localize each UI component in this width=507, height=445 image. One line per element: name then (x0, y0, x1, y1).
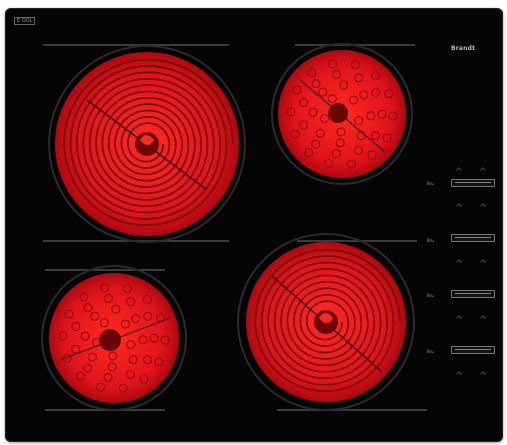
heating-element (290, 129, 300, 139)
heating-element (299, 120, 309, 130)
heating-element (377, 109, 387, 119)
heating-element (353, 146, 363, 155)
heating-element (299, 98, 309, 107)
heating-element (122, 284, 132, 294)
heating-element (64, 309, 74, 319)
guide-line (43, 44, 229, 46)
heating-element (71, 344, 81, 354)
heating-coil (254, 248, 401, 392)
heating-element (359, 90, 369, 100)
heating-element (87, 352, 97, 362)
heating-element (327, 94, 337, 104)
heating-element (160, 335, 170, 345)
heating-element (83, 363, 93, 373)
heating-element (336, 127, 346, 137)
heating-element (371, 131, 380, 141)
heating-element (120, 319, 130, 329)
slider-rear-right[interactable] (451, 234, 495, 242)
heating-element (154, 357, 164, 367)
heating-coil (63, 58, 234, 227)
heating-element (286, 107, 296, 117)
heating-element (76, 372, 86, 381)
control-label: Bru (427, 349, 434, 354)
heating-element (318, 87, 328, 97)
control-label: Bru (427, 293, 434, 298)
guide-line (45, 269, 165, 271)
heating-element (371, 88, 381, 97)
zone-rear-right (271, 43, 413, 185)
control-label: Bru (427, 238, 434, 243)
heating-element (149, 333, 159, 343)
heating-element (354, 73, 364, 83)
slider-rear-left[interactable] (451, 179, 495, 187)
heating-element (324, 158, 334, 168)
heating-element (348, 95, 358, 105)
heating-element (335, 138, 345, 148)
heating-element (103, 373, 113, 383)
heating-element (126, 297, 136, 307)
heating-element (308, 107, 318, 117)
heating-element (350, 60, 360, 70)
heating-element (311, 79, 321, 89)
heating-element (138, 335, 148, 345)
heating-element (304, 148, 314, 157)
heating-element (354, 116, 364, 126)
heating-element (143, 312, 153, 321)
slider-front-right[interactable] (451, 346, 495, 354)
heating-element (108, 351, 118, 361)
heating-element (125, 370, 135, 379)
heating-element (71, 322, 81, 331)
heating-element (99, 318, 109, 328)
heating-element (143, 355, 152, 365)
heating-element (328, 59, 338, 69)
heating-element (79, 292, 89, 302)
heating-element (104, 293, 113, 303)
control-label: Bru (427, 181, 434, 186)
brand-logo: Brandt (451, 45, 476, 52)
heating-element (142, 295, 152, 304)
heating-element (370, 71, 380, 80)
heating-element (332, 69, 341, 79)
heating-element (384, 89, 394, 99)
zone-rear-left (48, 45, 246, 243)
heating-element (118, 383, 128, 393)
heating-element (367, 150, 377, 160)
heating-element (346, 159, 356, 169)
zone-front-right (237, 233, 415, 411)
guide-line (297, 240, 417, 242)
model-badge: E OOL (14, 17, 36, 25)
heating-element (128, 355, 138, 365)
heating-element (100, 283, 110, 293)
heating-element (139, 374, 149, 384)
heating-element (339, 80, 349, 90)
heating-element (331, 149, 341, 159)
slider-front-left[interactable] (451, 290, 495, 298)
heating-element (96, 382, 106, 392)
heating-element (83, 303, 93, 313)
heating-element (315, 128, 325, 138)
heating-element (366, 111, 376, 121)
heating-element (388, 111, 398, 121)
guide-line (277, 409, 427, 411)
heating-element (107, 362, 117, 372)
heating-element (111, 304, 121, 314)
heating-element (320, 114, 330, 123)
heating-element (311, 139, 321, 149)
heating-element (307, 68, 317, 78)
heating-element (126, 340, 136, 350)
heating-element (80, 331, 90, 341)
heating-element (292, 85, 302, 95)
heating-element (58, 331, 68, 341)
heating-element (90, 311, 100, 321)
heating-element (382, 133, 392, 143)
heating-element (131, 314, 141, 324)
zone-front-left (41, 265, 187, 411)
